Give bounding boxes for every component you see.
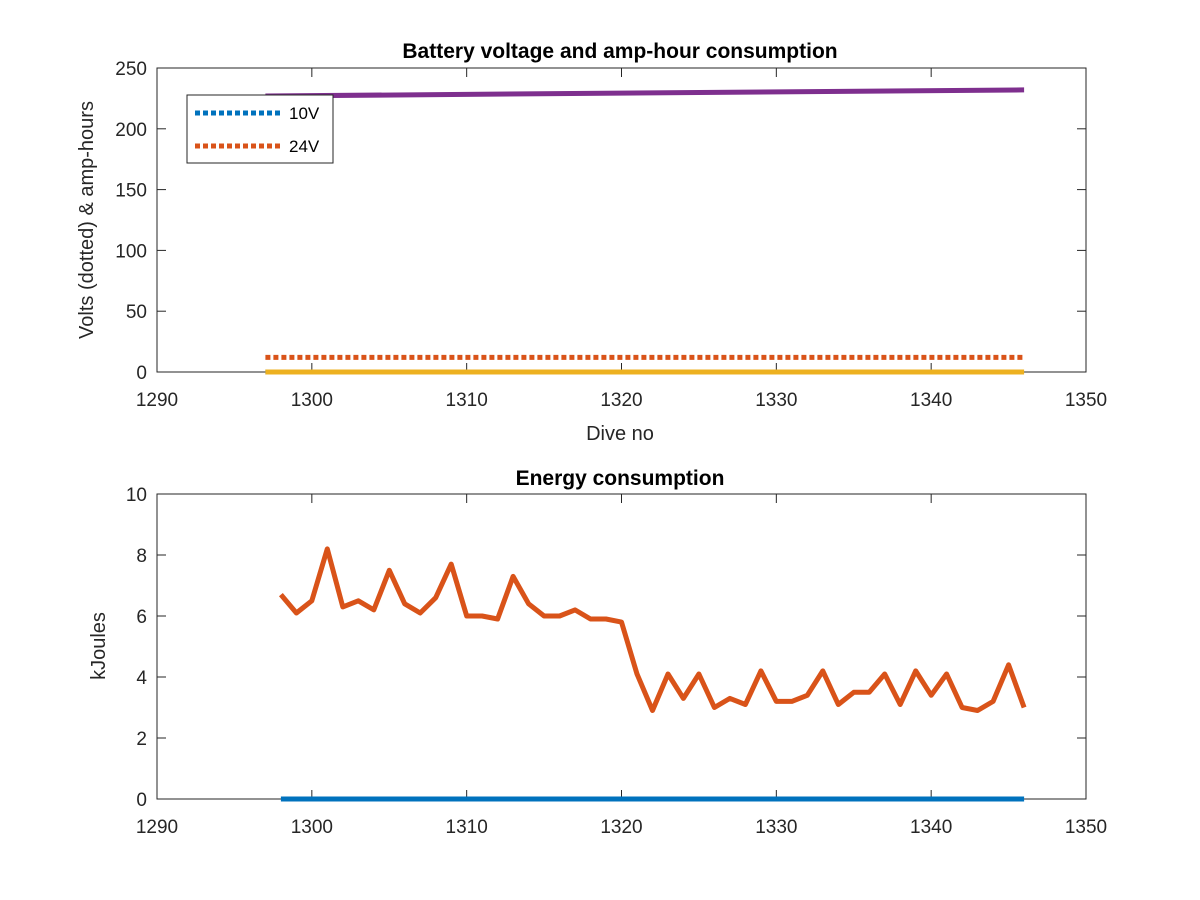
x-tick-label: 1350 [1065, 817, 1107, 838]
energy-chart: Energy consumption kJoules 1290 1300 1310 1… [88, 467, 1107, 838]
x-tick-label: 1300 [291, 390, 333, 411]
y-tick-label: 0 [136, 790, 147, 811]
energy-plot-area [156, 493, 1087, 800]
battery-ticks: 1290 1300 1310 1320 1330 1340 1350 0 50 100 150 200… [115, 59, 1107, 411]
y-tick-label: 2 [136, 729, 147, 750]
x-tick-label: 1320 [600, 390, 642, 411]
series-1-line [278, 546, 1027, 713]
x-tick-label: 1320 [600, 817, 642, 838]
energy-y-axis-label: kJoules [88, 612, 110, 680]
y-tick-label: 6 [136, 607, 147, 628]
y-tick-label: 10 [126, 485, 147, 506]
x-tick-label: 1340 [910, 817, 952, 838]
battery-legend: 10V 24V [186, 94, 334, 164]
energy-ticks: 1290 1300 1310 1320 1330 1340 1350 0 2 4 6 8 10 [126, 485, 1107, 838]
x-tick-label: 1350 [1065, 390, 1107, 411]
legend-label-24v: 24V [289, 137, 320, 156]
y-tick-label: 0 [136, 363, 147, 384]
x-tick-label: 1340 [910, 390, 952, 411]
battery-y-axis-label: Volts (dotted) & amp-hours [76, 101, 98, 339]
y-tick-label: 4 [136, 668, 147, 689]
x-tick-label: 1310 [446, 817, 488, 838]
y-tick-label: 8 [136, 546, 147, 567]
y-tick-label: 150 [115, 181, 147, 202]
y-tick-label: 50 [126, 302, 147, 323]
energy-chart-title: Energy consumption [516, 467, 725, 490]
x-tick-label: 1330 [755, 390, 797, 411]
x-tick-label: 1300 [291, 817, 333, 838]
x-tick-label: 1330 [755, 817, 797, 838]
y-tick-label: 200 [115, 120, 147, 141]
battery-chart: Battery voltage and amp-hour consumption… [76, 40, 1107, 445]
y-tick-label: 250 [115, 59, 147, 80]
x-tick-label: 1310 [446, 390, 488, 411]
y-tick-label: 100 [115, 241, 147, 262]
series-3-line [265, 87, 1025, 99]
battery-chart-title: Battery voltage and amp-hour consumption [402, 40, 837, 63]
battery-series [265, 87, 1025, 375]
legend-label-10v: 10V [289, 104, 320, 123]
x-tick-label: 1290 [136, 817, 178, 838]
energy-series [278, 546, 1027, 802]
legend-box [186, 94, 334, 164]
x-tick-label: 1290 [136, 390, 178, 411]
battery-x-axis-label: Dive no [586, 423, 654, 445]
